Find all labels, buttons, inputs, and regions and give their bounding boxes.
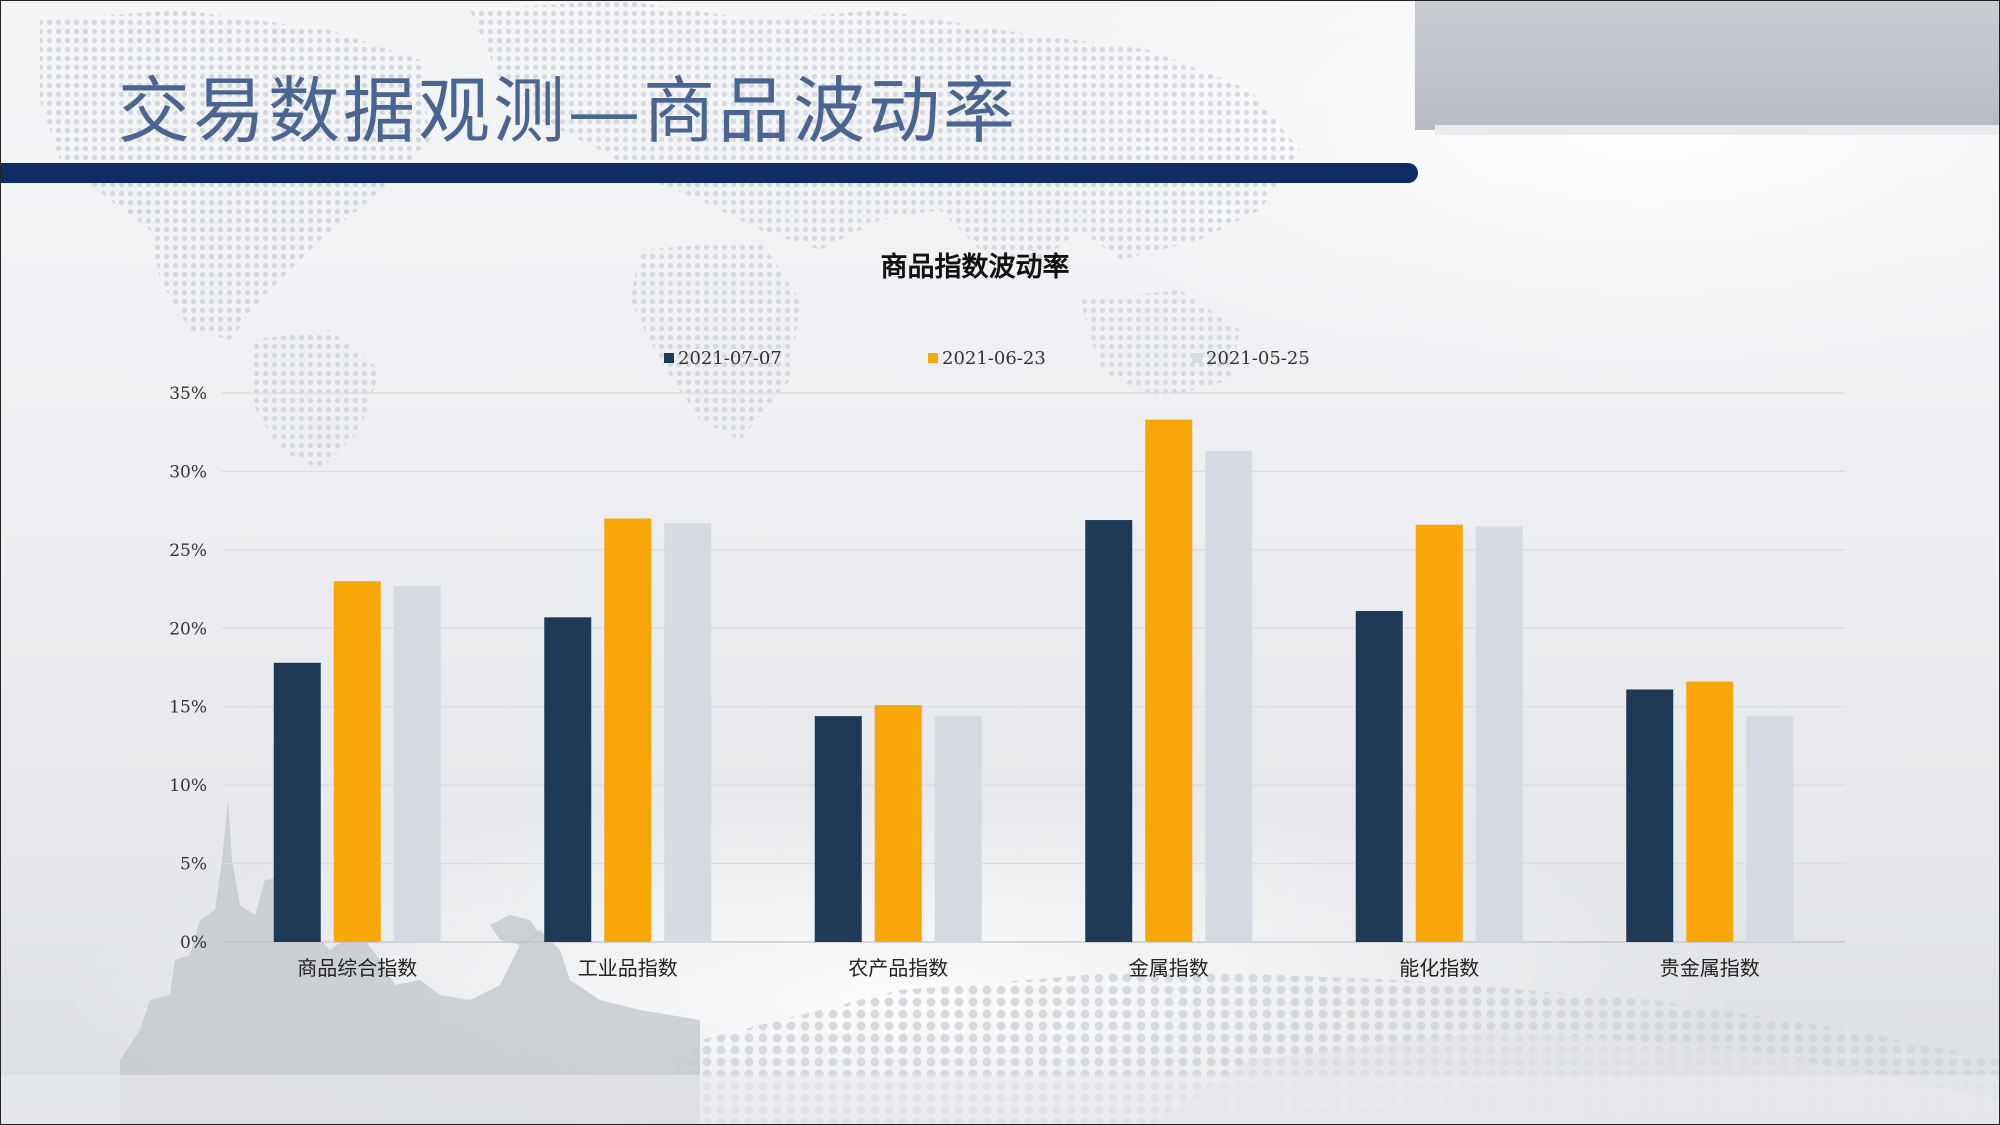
- bar-3-2: [664, 523, 712, 942]
- x-category-label: 贵金属指数: [1660, 956, 1760, 980]
- x-category-label: 金属指数: [1129, 956, 1209, 980]
- legend-swatch-series-1: [664, 353, 674, 363]
- legend-item-series-1: 2021-07-07: [664, 348, 782, 369]
- bar-3-1: [393, 585, 441, 942]
- bar-3-4: [1205, 451, 1253, 942]
- title-underline-bar: [0, 163, 1418, 183]
- bar-2-3: [874, 705, 922, 942]
- bar-2-1: [333, 581, 381, 942]
- y-tick-label: 20%: [169, 619, 207, 639]
- page-title: 交易数据观测—商品波动率: [118, 69, 1019, 153]
- x-category-label: 农产品指数: [848, 956, 948, 980]
- y-tick-label: 15%: [169, 698, 207, 718]
- y-tick-label: 10%: [169, 776, 207, 796]
- y-tick-label: 35%: [169, 384, 207, 404]
- x-category-label: 商品综合指数: [297, 956, 417, 980]
- legend-swatch-series-2: [928, 353, 938, 363]
- legend-label-series-3: 2021-05-25: [1206, 348, 1310, 369]
- bar-2-5: [1415, 524, 1463, 942]
- bar-2-4: [1145, 419, 1193, 942]
- bar-1-3: [814, 716, 862, 942]
- bar-3-6: [1746, 716, 1794, 942]
- x-category-label: 能化指数: [1399, 956, 1479, 980]
- y-tick-label: 25%: [169, 541, 207, 561]
- legend-swatch-series-3: [1192, 353, 1202, 363]
- y-tick-label: 30%: [169, 462, 207, 482]
- bar-3-5: [1475, 526, 1523, 942]
- bar-1-5: [1355, 611, 1403, 942]
- legend-label-series-1: 2021-07-07: [678, 348, 782, 369]
- legend-item-series-3: 2021-05-25: [1192, 348, 1310, 369]
- legend-item-series-2: 2021-06-23: [928, 348, 1046, 369]
- legend-label-series-2: 2021-06-23: [942, 348, 1046, 369]
- bar-2-6: [1686, 681, 1734, 942]
- chart-title: 商品指数波动率: [880, 252, 1070, 283]
- bar-2-2: [604, 518, 652, 942]
- bar-1-4: [1085, 520, 1133, 942]
- bar-1-2: [544, 617, 592, 942]
- bar-1-1: [273, 662, 321, 942]
- y-tick-label: 0%: [180, 933, 207, 953]
- y-tick-label: 5%: [180, 855, 207, 875]
- bar-1-6: [1626, 689, 1674, 942]
- x-category-label: 工业品指数: [578, 956, 678, 980]
- header-decor-strip: [1435, 125, 2000, 135]
- bar-3-3: [934, 716, 982, 942]
- header-decor-band: [1415, 0, 2000, 130]
- chart-legend: 2021-07-07 2021-06-23 2021-05-25: [664, 348, 1364, 372]
